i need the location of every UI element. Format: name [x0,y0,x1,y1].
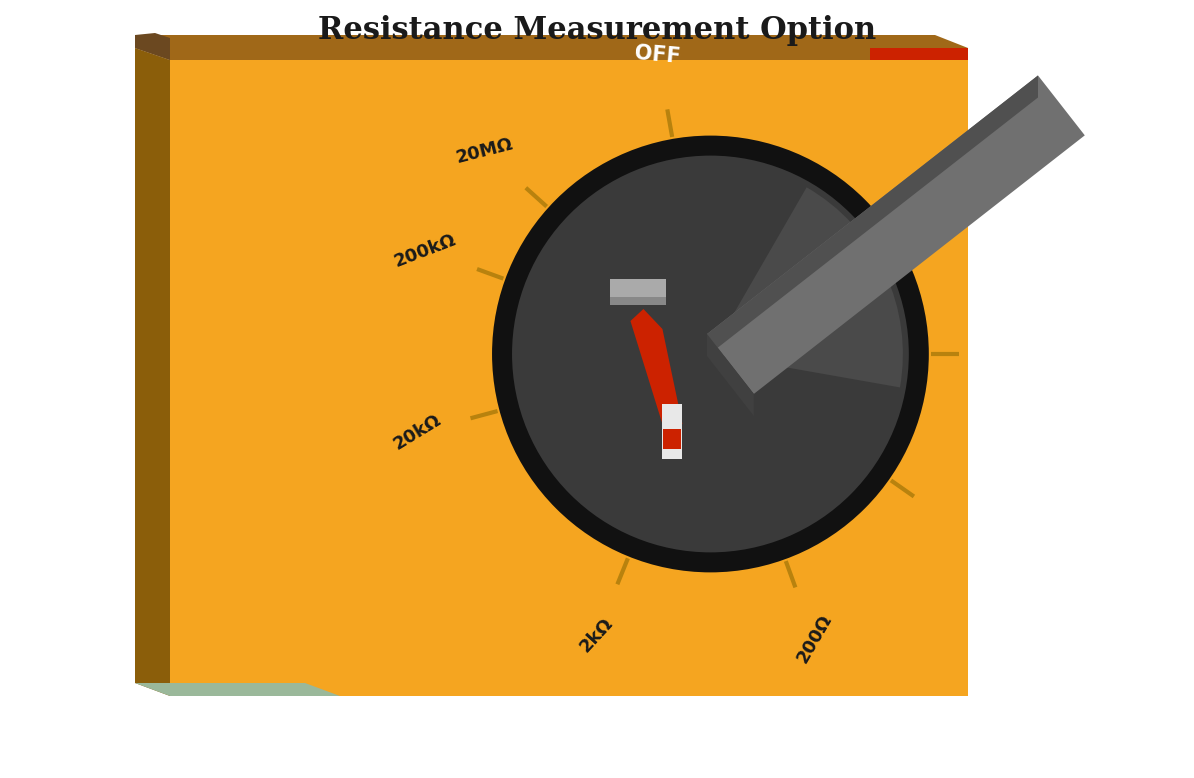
Circle shape [492,135,929,573]
Polygon shape [663,404,683,459]
Polygon shape [664,429,682,449]
Polygon shape [707,75,1085,394]
Polygon shape [707,334,753,416]
Text: 200Ω: 200Ω [793,612,836,667]
Polygon shape [707,75,1038,356]
Polygon shape [610,279,666,297]
Polygon shape [630,309,683,424]
Text: OFF: OFF [634,44,682,67]
Circle shape [512,156,909,552]
Polygon shape [135,35,968,60]
Polygon shape [135,33,170,60]
Polygon shape [610,297,666,305]
Text: 20MΩ: 20MΩ [455,135,516,167]
Polygon shape [170,60,968,696]
Polygon shape [870,48,968,60]
Polygon shape [135,683,340,696]
Text: 2kΩ: 2kΩ [577,615,617,656]
Polygon shape [135,48,170,696]
Text: Resistance Measurement Option: Resistance Measurement Option [318,15,876,45]
Wedge shape [710,187,903,387]
Text: 200kΩ: 200kΩ [392,230,458,270]
Text: 20kΩ: 20kΩ [390,411,444,454]
